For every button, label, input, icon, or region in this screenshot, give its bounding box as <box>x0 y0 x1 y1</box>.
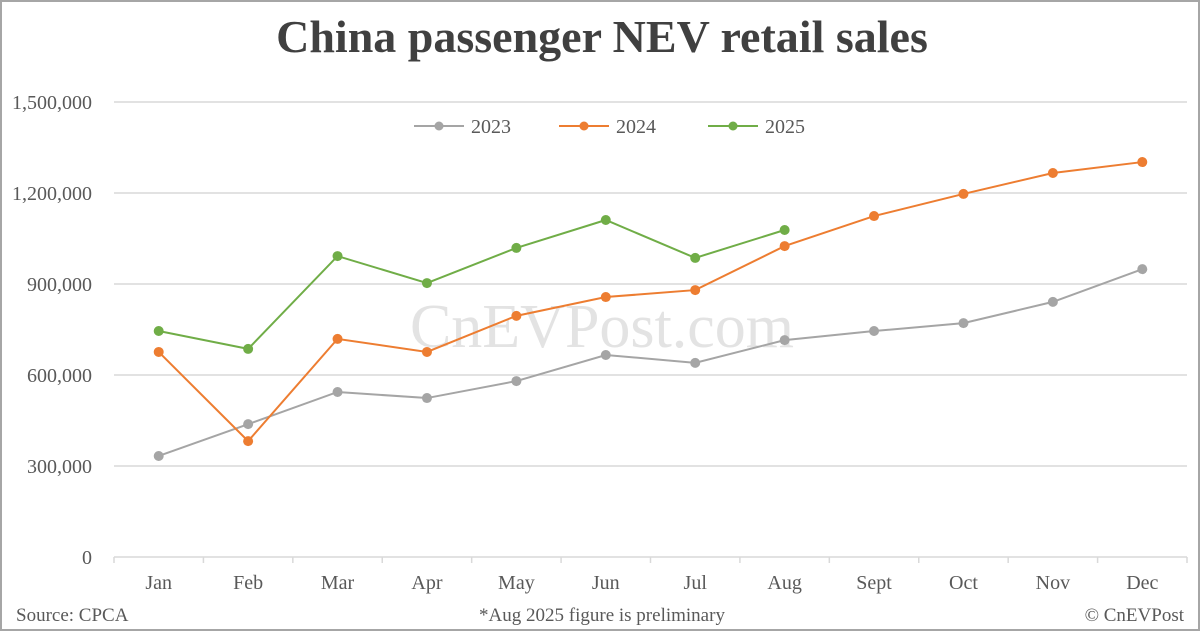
data-point[interactable] <box>600 349 611 360</box>
x-tick-label: Jul <box>684 572 708 594</box>
source-note: Source: CPCA <box>16 605 129 626</box>
data-point[interactable] <box>779 335 790 346</box>
data-point[interactable] <box>779 225 790 236</box>
data-point[interactable] <box>421 393 432 404</box>
data-point[interactable] <box>869 211 880 222</box>
data-point[interactable] <box>153 326 164 337</box>
x-tick-label: Aug <box>767 572 801 594</box>
x-tick-label: May <box>498 572 535 594</box>
data-point[interactable] <box>600 292 611 303</box>
data-point[interactable] <box>958 318 969 329</box>
legend-item-2025[interactable]: 2025 <box>708 116 805 138</box>
x-tick-label: Dec <box>1126 572 1158 594</box>
data-point[interactable] <box>690 285 701 296</box>
data-point[interactable] <box>511 376 522 387</box>
legend-item-2024[interactable]: 2024 <box>559 116 656 138</box>
data-point[interactable] <box>332 386 343 397</box>
y-tick-label: 900,000 <box>27 274 92 296</box>
x-tick-label: Apr <box>411 572 442 594</box>
data-point[interactable] <box>1047 167 1058 178</box>
data-point[interactable] <box>153 346 164 357</box>
x-tick-label: Jan <box>145 572 172 594</box>
x-tick-label: Nov <box>1036 572 1070 594</box>
x-tick-label: Oct <box>949 572 978 594</box>
series-2024 <box>153 157 1148 447</box>
svg-text:2025: 2025 <box>765 116 805 138</box>
data-point[interactable] <box>869 326 880 337</box>
watermark: CnEVPost.com <box>410 293 794 361</box>
x-tick-label: Mar <box>321 572 355 594</box>
x-tick-label: Feb <box>233 572 263 594</box>
series-2025 <box>153 214 790 354</box>
y-tick-label: 600,000 <box>27 365 92 387</box>
x-tick-label: Sept <box>856 572 892 594</box>
data-point[interactable] <box>600 214 611 225</box>
data-point[interactable] <box>421 278 432 289</box>
data-point[interactable] <box>153 450 164 461</box>
y-tick-label: 0 <box>82 547 92 569</box>
data-point[interactable] <box>243 419 254 430</box>
data-point[interactable] <box>1047 296 1058 307</box>
y-tick-label: 300,000 <box>27 456 92 478</box>
data-point[interactable] <box>1137 157 1148 168</box>
data-point[interactable] <box>690 357 701 368</box>
data-point[interactable] <box>779 241 790 252</box>
data-point[interactable] <box>243 436 254 447</box>
data-point[interactable] <box>690 252 701 263</box>
series-2023 <box>153 264 1148 461</box>
svg-text:2023: 2023 <box>471 116 511 138</box>
data-point[interactable] <box>421 346 432 357</box>
data-point[interactable] <box>511 310 522 321</box>
data-point[interactable] <box>511 242 522 253</box>
legend-item-2023[interactable]: 2023 <box>414 116 511 138</box>
y-tick-label: 1,500,000 <box>12 92 92 114</box>
data-point[interactable] <box>243 343 254 354</box>
data-point[interactable] <box>332 333 343 344</box>
data-point[interactable] <box>332 251 343 262</box>
svg-text:2024: 2024 <box>616 116 656 138</box>
chart-title: China passenger NEV retail sales <box>276 11 928 62</box>
copyright-note: © CnEVPost <box>1084 605 1184 626</box>
data-point[interactable] <box>958 188 969 199</box>
y-tick-label: 1,200,000 <box>12 183 92 205</box>
x-tick-label: Jun <box>592 572 620 594</box>
data-point[interactable] <box>1137 264 1148 275</box>
preliminary-note: *Aug 2025 figure is preliminary <box>479 605 725 626</box>
